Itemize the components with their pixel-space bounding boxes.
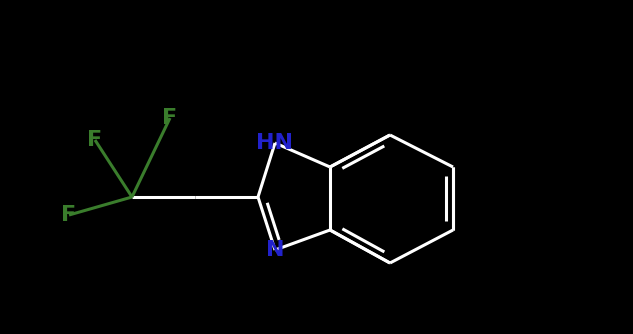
Text: F: F [87,130,103,150]
Text: F: F [61,205,77,225]
Text: F: F [163,108,178,128]
Text: HN: HN [256,133,294,153]
Text: N: N [266,240,284,260]
